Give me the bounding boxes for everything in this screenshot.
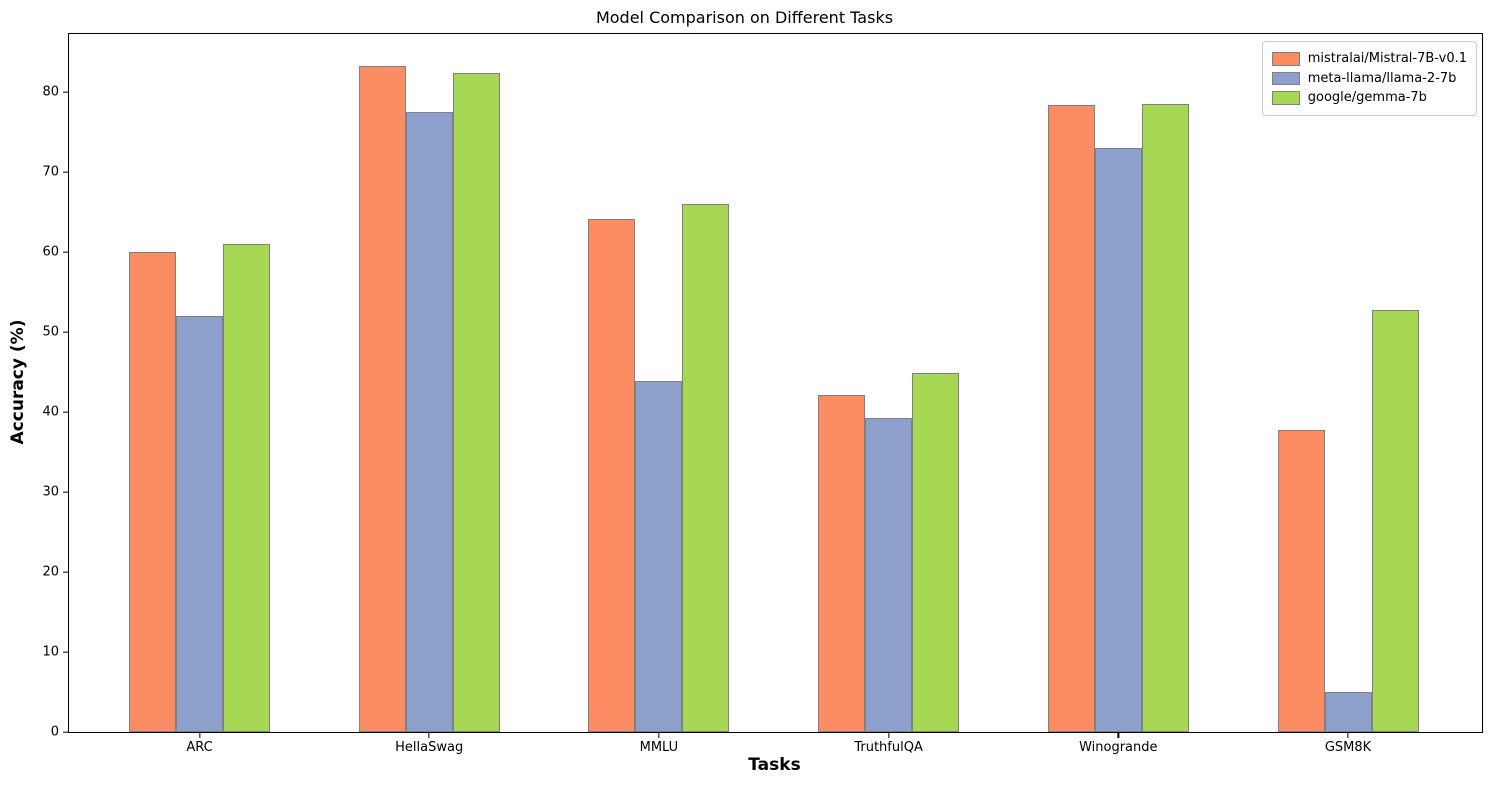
bar-llama-2-7b-arc — [176, 316, 223, 732]
y-tick-label: 30 — [42, 484, 59, 500]
bar-mistral-7b-v0-1-mmlu — [588, 218, 636, 732]
y-tick — [63, 171, 68, 173]
x-tick — [1347, 733, 1349, 738]
chart-title: Model Comparison on Different Tasks — [595, 8, 894, 27]
bar-llama-2-7b-mmlu — [635, 381, 683, 732]
legend-swatch-icon — [1271, 71, 1300, 85]
x-tick-label-winogrande: Winogrande — [1079, 740, 1158, 755]
y-tick-label: 40 — [42, 404, 59, 420]
legend-swatch-icon — [1271, 52, 1300, 66]
bar-gemma-7b-hellaswag — [452, 73, 500, 732]
x-tick-label-gsm8k: GSM8K — [1324, 740, 1372, 755]
y-tick-label: 0 — [50, 724, 59, 740]
plot-area: 0 10 20 30 40 50 60 70 80 ARC HellaSwag MMLU Truthfu… — [42, 33, 1483, 755]
y-tick-label: 50 — [42, 324, 59, 340]
y-tick-label: 60 — [42, 244, 59, 260]
bar-gemma-7b-winogrande — [1141, 104, 1189, 732]
x-axis-label: Tasks — [748, 755, 801, 775]
legend-item-mistral-7b-v0-1: mistralai/Mistral-7B-v0.1 — [1271, 49, 1467, 69]
bar-llama-2-7b-hellaswag — [405, 111, 453, 732]
y-tick — [63, 91, 68, 94]
bar-mistral-7b-v0-1-arc — [129, 252, 176, 732]
x-tick — [658, 733, 660, 738]
y-tick — [63, 491, 68, 493]
bar-gemma-7b-mmlu — [682, 204, 730, 732]
legend-swatch-icon — [1271, 91, 1300, 105]
y-tick — [63, 411, 68, 413]
x-tick-label-mmlu: MMLU — [639, 740, 679, 755]
y-tick-label: 70 — [42, 164, 59, 180]
bar-mistral-7b-v0-1-gsm8k — [1277, 429, 1325, 732]
bar-gemma-7b-gsm8k — [1371, 309, 1419, 732]
x-tick — [428, 733, 430, 738]
y-tick — [63, 251, 68, 253]
y-tick — [63, 331, 68, 333]
bar-mistral-7b-v0-1-hellaswag — [358, 65, 406, 732]
bar-mistral-7b-v0-1-truthfulqa — [818, 394, 866, 732]
y-axis-label: Accuracy (%) — [8, 319, 28, 445]
x-tick — [1117, 733, 1119, 738]
bar-gemma-7b-arc — [223, 244, 270, 732]
bar-llama-2-7b-winogrande — [1094, 148, 1142, 732]
legend-item-gemma-7b: google/gemma-7b — [1271, 88, 1467, 108]
legend-label: meta-llama/llama-2-7b — [1307, 70, 1457, 86]
legend-item-llama-2-7b: meta-llama/llama-2-7b — [1271, 69, 1467, 89]
x-tick-label-hellaswag: HellaSwag — [395, 740, 464, 755]
y-tick-label: 10 — [42, 644, 59, 660]
bar-llama-2-7b-truthfulqa — [865, 417, 913, 732]
x-tick — [887, 733, 890, 738]
x-tick — [198, 733, 201, 738]
y-tick — [63, 651, 68, 653]
y-tick-label: 80 — [42, 84, 59, 100]
x-tick-label-truthfulqa: TruthfulQA — [854, 740, 923, 755]
bar-llama-2-7b-gsm8k — [1324, 692, 1372, 732]
bar-gemma-7b-truthfulqa — [912, 373, 960, 732]
legend-label: mistralai/Mistral-7B-v0.1 — [1307, 51, 1467, 67]
x-tick-label-arc: ARC — [186, 740, 213, 755]
legend: mistralai/Mistral-7B-v0.1 meta-llama/llam… — [1261, 41, 1477, 116]
bar-mistral-7b-v0-1-winogrande — [1047, 105, 1095, 732]
y-tick-label: 20 — [42, 564, 59, 580]
y-tick — [63, 571, 68, 573]
legend-label: google/gemma-7b — [1307, 90, 1427, 106]
y-tick — [63, 731, 68, 733]
